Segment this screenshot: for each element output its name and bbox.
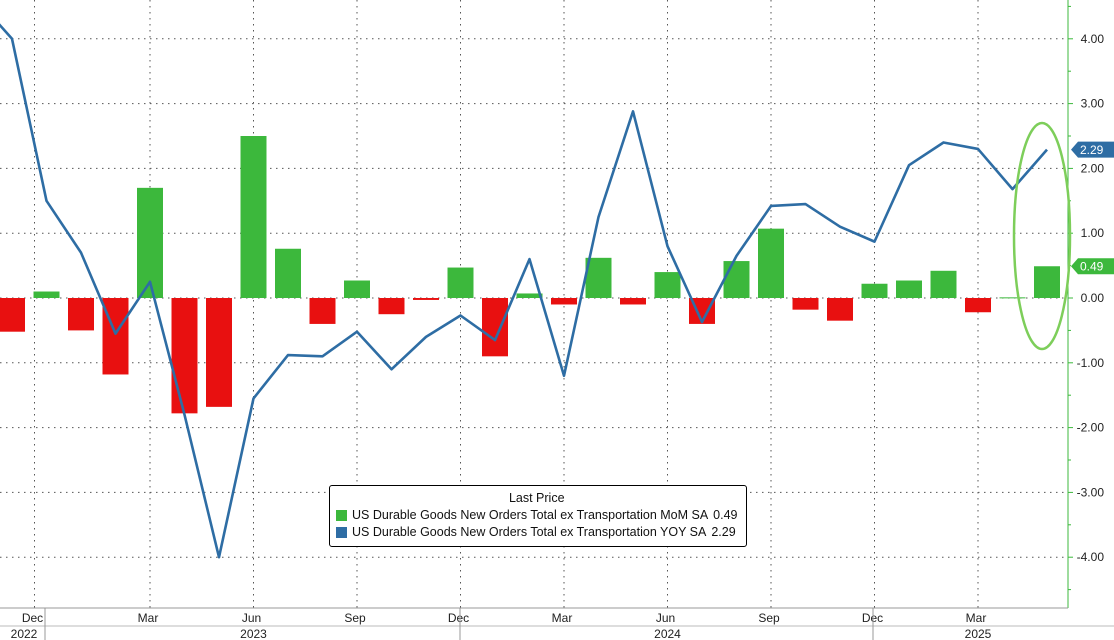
legend-label-yoy: US Durable Goods New Orders Total ex Tra… [352,525,707,539]
y-tick-label: 1.00 [1081,226,1105,240]
y-tick-label: 0.00 [1081,291,1105,305]
y-tick-label: 3.00 [1081,97,1105,111]
bar [206,298,232,407]
bar [137,187,163,298]
legend-label-mom: US Durable Goods New Orders Total ex Tra… [352,508,709,522]
bar [0,298,25,332]
bar [827,298,853,321]
bar [758,228,784,298]
y-tick-label: -4.00 [1077,550,1105,564]
bar [171,298,198,414]
bar [896,280,922,298]
x-year-label: 2025 [965,627,992,640]
bar [309,298,336,324]
x-year-label: 2023 [240,627,267,640]
bar [654,272,681,298]
bar [620,298,646,305]
yoy-line [0,23,1048,559]
bar [585,257,612,298]
x-tick-label: Mar [138,611,159,625]
x-tick-label: Mar [966,611,987,625]
y-tick-label: 4.00 [1081,32,1105,46]
x-tick-label: Sep [758,611,780,625]
legend-item-yoy: US Durable Goods New Orders Total ex Tra… [336,524,738,541]
bar [1034,266,1060,298]
bar [551,298,577,305]
bar [413,298,439,300]
x-tick-label: Jun [242,611,261,625]
legend-value-mom: 0.49 [713,508,738,522]
bar [378,298,405,315]
bar [33,291,60,298]
x-year-label: 2024 [654,627,681,640]
legend-title: Last Price [508,491,565,505]
highlight-ellipse [1012,121,1072,351]
value-tag [1071,258,1114,275]
bar [447,267,474,298]
bar [861,283,888,298]
x-tick-label: Dec [22,611,43,625]
value-tag-yoy-label: 2.29 [1080,143,1104,157]
bar [792,298,819,310]
value-tag [1071,141,1114,158]
bar [930,270,957,298]
x-tick-label: Sep [344,611,366,625]
bar [68,298,94,331]
bar [344,280,370,298]
y-tick-label: 2.00 [1081,161,1105,175]
legend: Last Price US Durable Goods New Orders T… [329,485,747,547]
bar [240,136,267,298]
bar [482,298,508,357]
legend-swatch-yoy [336,527,347,538]
legend-value-yoy: 2.29 [711,525,736,539]
bar [275,248,301,298]
y-tick-label: -3.00 [1077,485,1105,499]
value-tag-mom-label: 0.49 [1080,260,1104,274]
legend-swatch-mom [336,510,347,521]
bar [516,293,543,298]
y-tick-label: -2.00 [1077,421,1105,435]
bar [723,261,750,298]
x-tick-label: Mar [552,611,573,625]
legend-item-mom: US Durable Goods New Orders Total ex Tra… [336,507,738,524]
x-tick-label: Dec [448,611,469,625]
bar [999,297,1026,299]
x-tick-label: Jun [656,611,675,625]
bar [965,298,991,313]
x-year-label: 2022 [11,627,38,640]
y-tick-label: -1.00 [1077,356,1105,370]
